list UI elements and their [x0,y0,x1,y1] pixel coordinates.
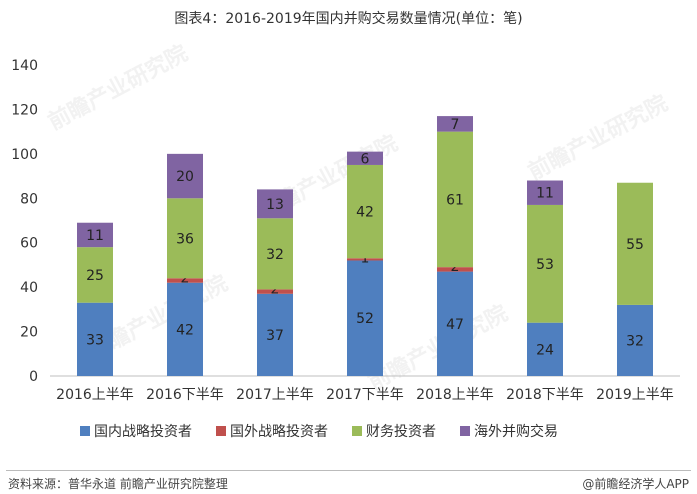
data-label: 42 [176,322,194,338]
y-tick-label: 140 [11,58,38,74]
legend-label: 国内战略投资者 [94,424,192,440]
x-tick-label: 2018上半年 [416,387,494,403]
data-label: 53 [536,257,554,273]
x-tick-label: 2017下半年 [326,387,404,403]
bar-segment [257,293,293,376]
legend-swatch [352,426,362,436]
legend-swatch [216,426,226,436]
data-label: 6 [361,151,370,167]
bar-segment [257,289,293,294]
bar-segment [347,260,383,376]
bar-segment [437,131,473,268]
footer: 资料来源：普华永道 前瞻产业研究院整理 @前瞻经济学人APP [0,470,697,494]
legend-label: 海外并购交易 [474,423,558,440]
data-label: 11 [536,186,554,202]
chart-title: 图表4：2016-2019年国内并购交易数量情况(单位：笔) [174,11,523,27]
x-tick-label: 2016上半年 [56,387,134,403]
y-tick-label: 60 [20,236,38,252]
bar-segment [77,247,113,303]
footer-rule [6,470,691,471]
x-tick-label: 2018下半年 [506,387,584,403]
data-label: 25 [86,268,104,284]
data-label: 37 [266,328,284,344]
bar-segment [437,267,473,272]
legend-swatch [80,426,90,436]
bar-segment [527,204,563,323]
bar-segment [77,302,113,376]
bar-segment [437,116,473,132]
x-axis-labels: 2016上半年 2016下半年 2017上半年 2017下半年 2018上半年 2018下… [56,387,674,403]
legend: 国内战略投资者 国外战略投资者 财务投资者 海外并购交易 [80,423,558,440]
data-label: 55 [626,237,644,253]
data-label: 52 [356,311,374,327]
data-label: 11 [86,228,104,244]
bar-segment [617,182,653,305]
y-tick-label: 80 [20,191,38,207]
bar-segment [167,198,203,279]
bar-segment [527,180,563,205]
brand-text: @前瞻经济学人APP [582,477,689,491]
data-label: 24 [536,342,554,358]
y-tick-label: 0 [29,369,38,385]
bar-segment [167,282,203,376]
data-label: 20 [176,169,194,185]
bar-segment [167,278,203,283]
y-tick-label: 120 [11,102,38,118]
bar-segment [167,153,203,199]
x-tick-label: 2019上半年 [596,387,674,403]
legend-label: 财务投资者 [366,424,436,440]
bar-segment [617,304,653,376]
data-label: 36 [176,231,194,247]
bar-segment [77,222,113,248]
bar-segment [347,151,383,165]
bar-segment [347,258,383,261]
y-tick-label: 100 [11,147,38,163]
y-tick-label: 40 [20,280,38,296]
bar-segment [257,189,293,219]
data-label: 61 [446,192,464,208]
bar-segment [437,271,473,376]
legend-label: 国外战略投资者 [230,424,328,440]
bar-segment [527,322,563,376]
data-label: 13 [266,197,284,213]
bar-segment [347,164,383,259]
data-label: 7 [451,117,460,133]
x-tick-label: 2017上半年 [236,387,314,403]
data-label: 32 [626,333,644,349]
data-label: 33 [86,332,104,348]
bars: 3325114223620372321352142647261724531132… [77,116,653,376]
bar-segment [257,218,293,290]
legend-swatch [460,426,470,436]
data-label: 47 [446,317,464,333]
data-label: 32 [266,247,284,263]
data-label: 42 [356,205,374,221]
y-tick-label: 20 [20,325,38,341]
source-text: 资料来源：普华永道 前瞻产业研究院整理 [8,477,228,491]
x-tick-label: 2016下半年 [146,387,224,403]
